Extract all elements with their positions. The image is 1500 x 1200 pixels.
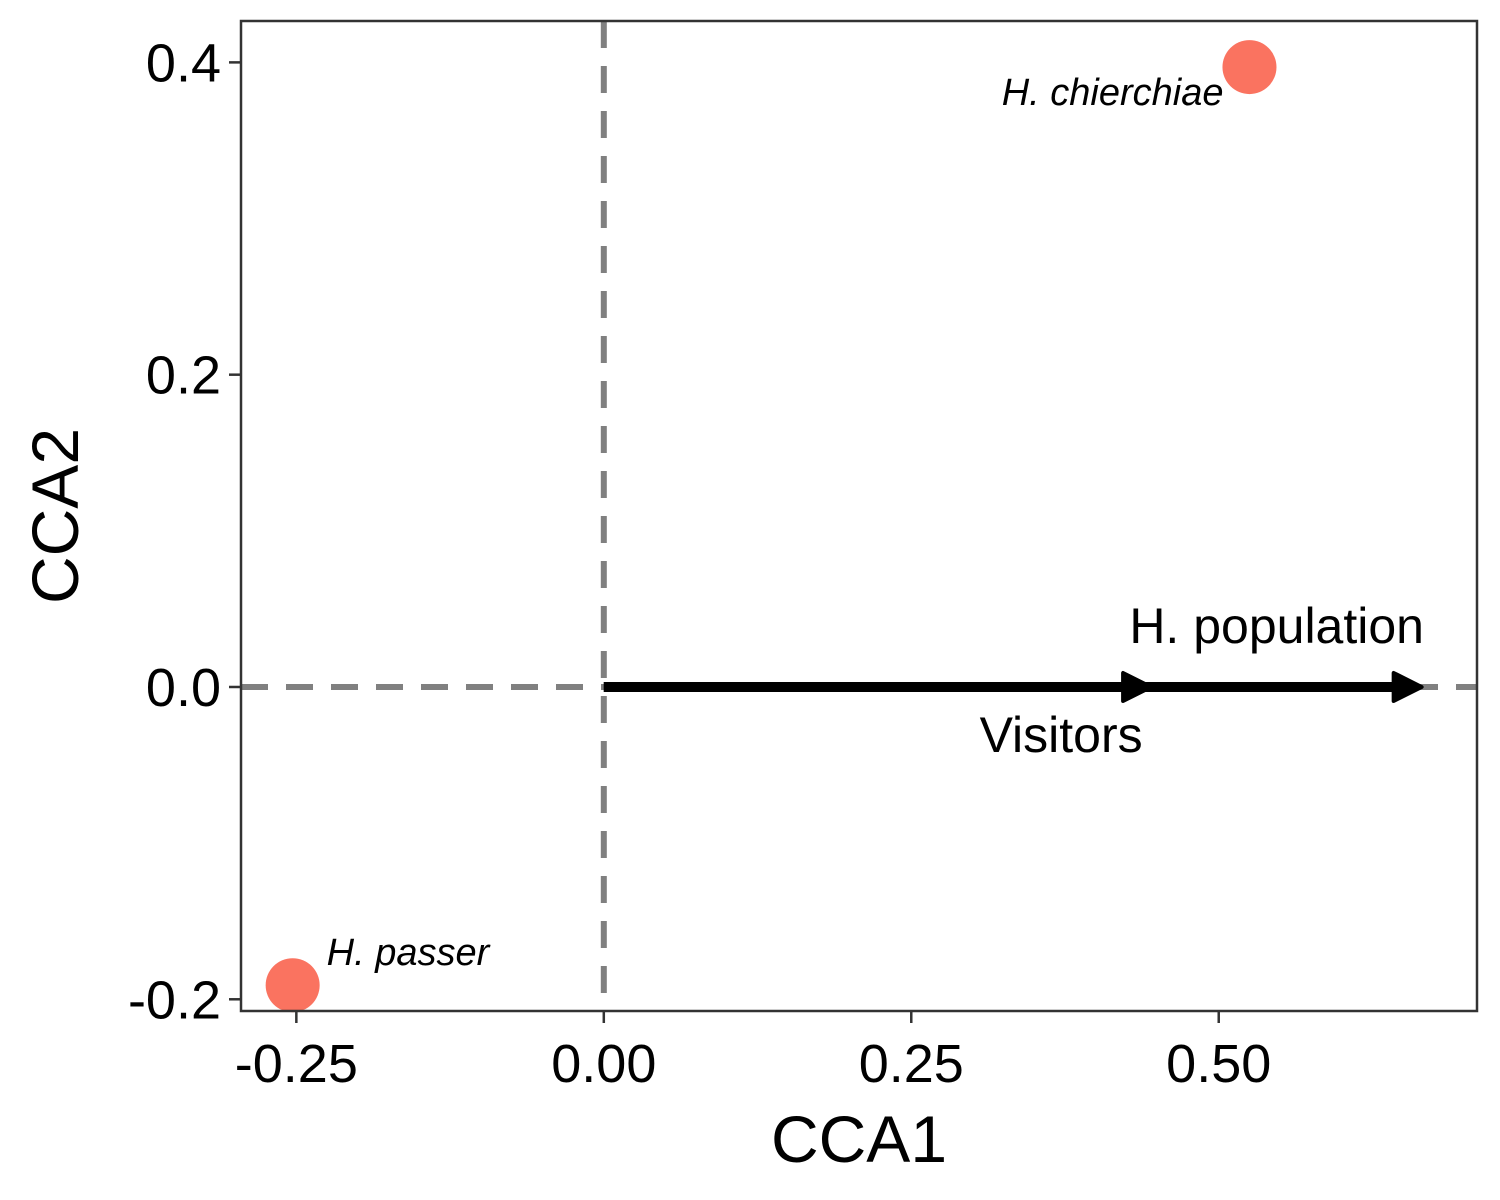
species-point-h-chierchiae	[1222, 40, 1277, 95]
x-tick-label: 0.50	[1166, 1034, 1271, 1094]
environmental-vectors: Visitors H. population	[603, 598, 1424, 763]
reference-lines	[241, 21, 1477, 1011]
y-tick-label: 0.2	[146, 346, 221, 406]
y-axis: -0.2 0.0 0.2 0.4	[128, 33, 241, 1030]
y-axis-title: CCA2	[18, 428, 92, 604]
vector-label-visitors: Visitors	[980, 707, 1143, 763]
y-tick-label: -0.2	[128, 970, 221, 1030]
x-axis-title: CCA1	[771, 1102, 947, 1176]
species-label-h-passer: H. passer	[327, 932, 491, 974]
x-tick-label: -0.25	[235, 1034, 358, 1094]
species-label-h-chierchiae: H. chierchiae	[1002, 72, 1224, 114]
vector-label-h-population: H. population	[1129, 598, 1424, 654]
species-points: H. chierchiae H. passer	[265, 40, 1277, 1013]
x-tick-label: 0.25	[859, 1034, 964, 1094]
y-tick-label: 0.0	[146, 658, 221, 718]
vector-arrowhead-h-population	[1391, 670, 1424, 703]
y-tick-label: 0.4	[146, 33, 221, 93]
x-tick-label: 0.00	[551, 1034, 656, 1094]
x-axis: -0.25 0.00 0.25 0.50	[235, 1011, 1271, 1094]
species-point-h-passer	[265, 958, 320, 1013]
panel-border	[239, 19, 1479, 1013]
